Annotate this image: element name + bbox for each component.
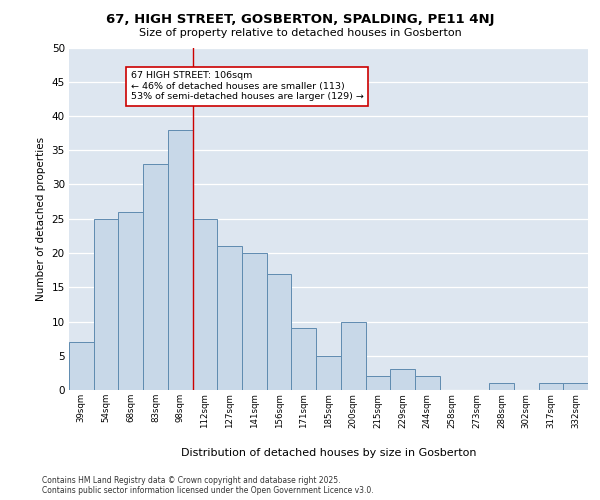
- Bar: [365, 376, 390, 390]
- Bar: [94, 219, 118, 390]
- Bar: [539, 383, 563, 390]
- Bar: [489, 383, 514, 390]
- Text: 67 HIGH STREET: 106sqm
← 46% of detached houses are smaller (113)
53% of semi-de: 67 HIGH STREET: 106sqm ← 46% of detached…: [131, 72, 364, 102]
- Bar: [217, 246, 242, 390]
- Bar: [415, 376, 440, 390]
- Bar: [193, 219, 217, 390]
- Bar: [341, 322, 365, 390]
- Bar: [316, 356, 341, 390]
- Bar: [292, 328, 316, 390]
- Bar: [563, 383, 588, 390]
- Text: Distribution of detached houses by size in Gosberton: Distribution of detached houses by size …: [181, 448, 476, 458]
- Bar: [69, 342, 94, 390]
- Bar: [267, 274, 292, 390]
- Bar: [390, 370, 415, 390]
- Text: Contains HM Land Registry data © Crown copyright and database right 2025.
Contai: Contains HM Land Registry data © Crown c…: [42, 476, 374, 495]
- Bar: [168, 130, 193, 390]
- Bar: [118, 212, 143, 390]
- Text: Size of property relative to detached houses in Gosberton: Size of property relative to detached ho…: [139, 28, 461, 38]
- Y-axis label: Number of detached properties: Number of detached properties: [36, 136, 46, 301]
- Bar: [143, 164, 168, 390]
- Bar: [242, 253, 267, 390]
- Text: 67, HIGH STREET, GOSBERTON, SPALDING, PE11 4NJ: 67, HIGH STREET, GOSBERTON, SPALDING, PE…: [106, 12, 494, 26]
